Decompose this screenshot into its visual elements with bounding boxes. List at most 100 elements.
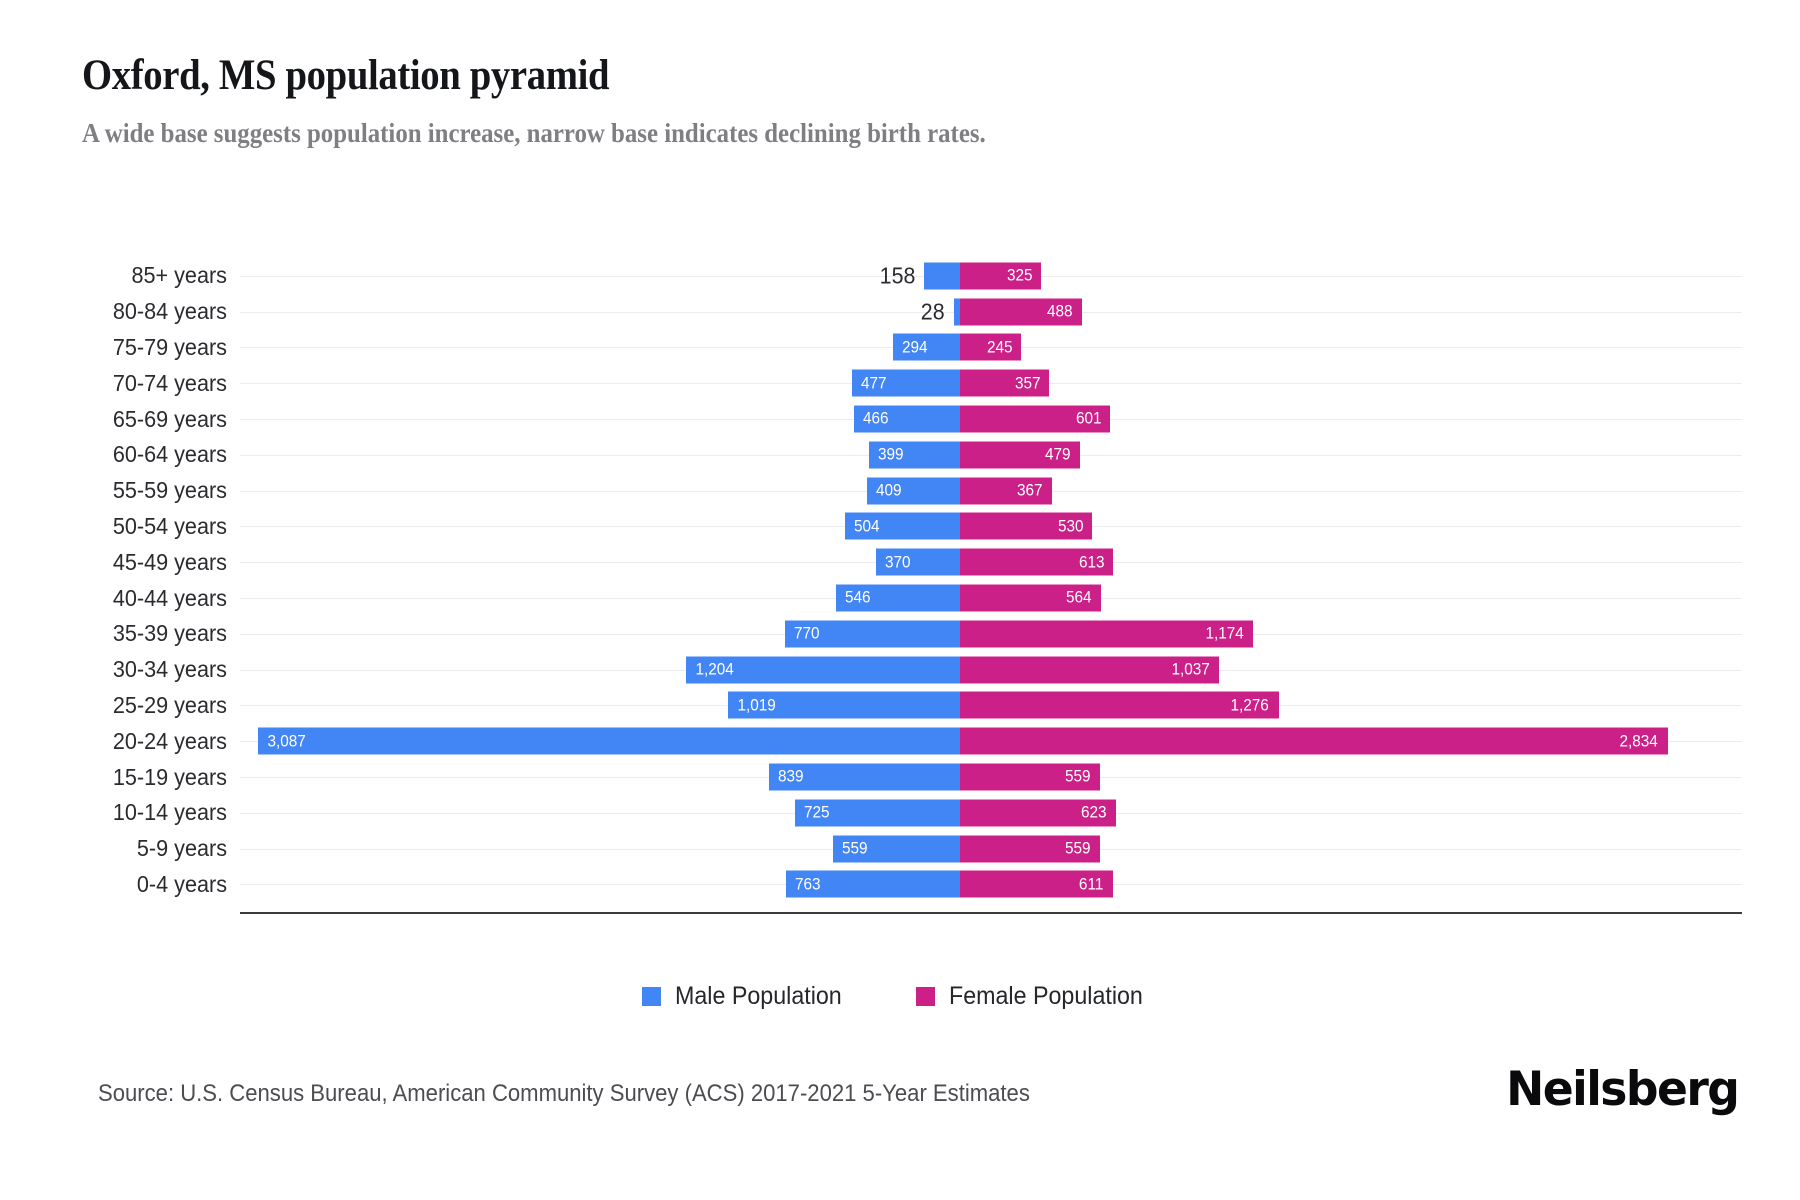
pyramid-rows: 85+ years 158 325 80-84 years 28 488 75-79 yea…: [82, 258, 1742, 908]
male-bar[interactable]: 763: [786, 870, 960, 898]
female-bar[interactable]: 559: [960, 835, 1100, 863]
female-bar[interactable]: 1,174: [960, 620, 1254, 648]
male-bar[interactable]: 1,204: [686, 656, 960, 684]
pyramid-row: 55-59 years 409 367: [82, 473, 1742, 509]
female-bar[interactable]: 530: [960, 512, 1093, 540]
age-group-label: 25-29 years: [112, 691, 227, 718]
female-bar[interactable]: 601: [960, 405, 1111, 433]
bar-band: 466 601: [240, 401, 1742, 437]
female-bar-value: 564: [1066, 588, 1092, 607]
page-title: Oxford, MS population pyramid: [82, 52, 610, 99]
pyramid-row: 10-14 years 725 623: [82, 795, 1742, 831]
legend-item-female[interactable]: Female Population: [916, 982, 1157, 1011]
female-bar-value: 2,834: [1619, 732, 1659, 750]
male-bar-value: 546: [844, 588, 871, 607]
female-bar-value: 1,037: [1171, 660, 1210, 679]
female-bar[interactable]: 564: [960, 584, 1101, 612]
female-bar[interactable]: 611: [960, 870, 1113, 898]
female-bar-value: 530: [1057, 517, 1084, 536]
male-bar-value: 294: [902, 338, 928, 357]
legend-item-male[interactable]: Male Population: [642, 982, 854, 1011]
female-bar[interactable]: 1,276: [960, 691, 1279, 719]
age-group-label: 40-44 years: [112, 584, 227, 611]
age-group-label: 70-74 years: [112, 369, 227, 396]
male-bar[interactable]: 504: [845, 512, 960, 540]
male-bar[interactable]: 399: [869, 441, 960, 469]
legend-item-label: Female Population: [949, 982, 1144, 1010]
female-bar[interactable]: 325: [960, 262, 1042, 290]
female-bar[interactable]: 488: [960, 298, 1082, 326]
male-bar[interactable]: 770: [784, 620, 960, 648]
male-bar[interactable]: 294: [893, 333, 960, 361]
age-group-label: 35-39 years: [112, 620, 227, 647]
bar-band: 725 623: [240, 795, 1742, 831]
male-bar-value: 3,087: [267, 732, 306, 750]
female-bar[interactable]: 559: [960, 763, 1100, 791]
male-bar-value: 466: [862, 409, 889, 428]
male-bar-value: 559: [841, 839, 868, 858]
male-bar[interactable]: 3,087: [258, 727, 960, 755]
bar-band: 477 357: [240, 365, 1742, 401]
male-bar-value: 770: [793, 624, 820, 643]
male-bar[interactable]: 477: [851, 369, 960, 397]
male-bar[interactable]: 158: [879, 262, 960, 290]
pyramid-row: 50-54 years 504 530: [82, 509, 1742, 545]
pyramid-row: 45-49 years 370 613: [82, 544, 1742, 580]
age-group-label: 10-14 years: [112, 799, 227, 826]
bar-band: 370 613: [240, 544, 1742, 580]
pyramid-row: 20-24 years 3,087 2,834: [82, 723, 1742, 759]
age-group-label: 85+ years: [131, 262, 227, 289]
male-bar[interactable]: 466: [854, 405, 960, 433]
female-bar[interactable]: 479: [960, 441, 1080, 469]
pyramid-row: 80-84 years 28 488: [82, 294, 1742, 330]
female-bar-value: 1,276: [1230, 696, 1270, 715]
male-bar-value: 158: [879, 262, 916, 289]
bar-band: 1,019 1,276: [240, 688, 1742, 724]
pyramid-row: 65-69 years 466 601: [82, 401, 1742, 437]
bar-band: 770 1,174: [240, 616, 1742, 652]
age-group-label: 55-59 years: [112, 477, 227, 504]
female-bar[interactable]: 357: [960, 369, 1050, 397]
female-bar[interactable]: 613: [960, 548, 1114, 576]
bar-band: 1,204 1,037: [240, 652, 1742, 688]
pyramid-row: 25-29 years 1,019 1,276: [82, 688, 1742, 724]
male-bar[interactable]: 559: [832, 835, 960, 863]
male-bar[interactable]: 839: [769, 763, 960, 791]
male-bar[interactable]: 28: [921, 298, 960, 326]
male-bar[interactable]: 409: [866, 477, 960, 505]
male-bar-value: 370: [884, 553, 911, 572]
male-bar-value: 399: [878, 445, 904, 464]
square-swatch-icon: [916, 987, 936, 1006]
pyramid-row: 30-34 years 1,204 1,037: [82, 652, 1742, 688]
male-bar-value: 504: [854, 517, 880, 536]
pyramid-row: 70-74 years 477 357: [82, 365, 1742, 401]
female-bar[interactable]: 367: [960, 477, 1052, 505]
square-swatch-icon: [642, 987, 662, 1006]
male-bar[interactable]: 370: [875, 548, 960, 576]
male-bar[interactable]: 725: [795, 799, 960, 827]
bar-band: 399 479: [240, 437, 1742, 473]
age-group-label: 60-64 years: [112, 441, 227, 468]
bar-band: 839 559: [240, 759, 1742, 795]
age-group-label: 5-9 years: [136, 835, 227, 862]
age-group-label: 30-34 years: [112, 656, 227, 683]
age-group-label: 75-79 years: [112, 333, 227, 360]
male-bar-value: 839: [778, 767, 804, 786]
bar-band: 559 559: [240, 831, 1742, 867]
male-bar-value: 477: [860, 374, 887, 393]
pyramid-row: 40-44 years 546 564: [82, 580, 1742, 616]
pyramid-row: 15-19 years 839 559: [82, 759, 1742, 795]
pyramid-row: 85+ years 158 325: [82, 258, 1742, 294]
male-bar[interactable]: 546: [835, 584, 960, 612]
female-bar-value: 367: [1017, 481, 1043, 500]
age-group-label: 50-54 years: [112, 512, 227, 539]
bar-band: 3,087 2,834: [240, 723, 1742, 759]
female-bar[interactable]: 245: [960, 333, 1022, 361]
chart-legend: Male Population Female Population: [0, 982, 1800, 1011]
female-bar[interactable]: 2,834: [960, 727, 1668, 755]
chart-header: Oxford, MS population pyramid A wide bas…: [82, 52, 1722, 150]
female-bar[interactable]: 623: [960, 799, 1116, 827]
female-bar[interactable]: 1,037: [960, 656, 1219, 684]
female-bar-value: 559: [1065, 839, 1091, 858]
male-bar[interactable]: 1,019: [728, 691, 960, 719]
